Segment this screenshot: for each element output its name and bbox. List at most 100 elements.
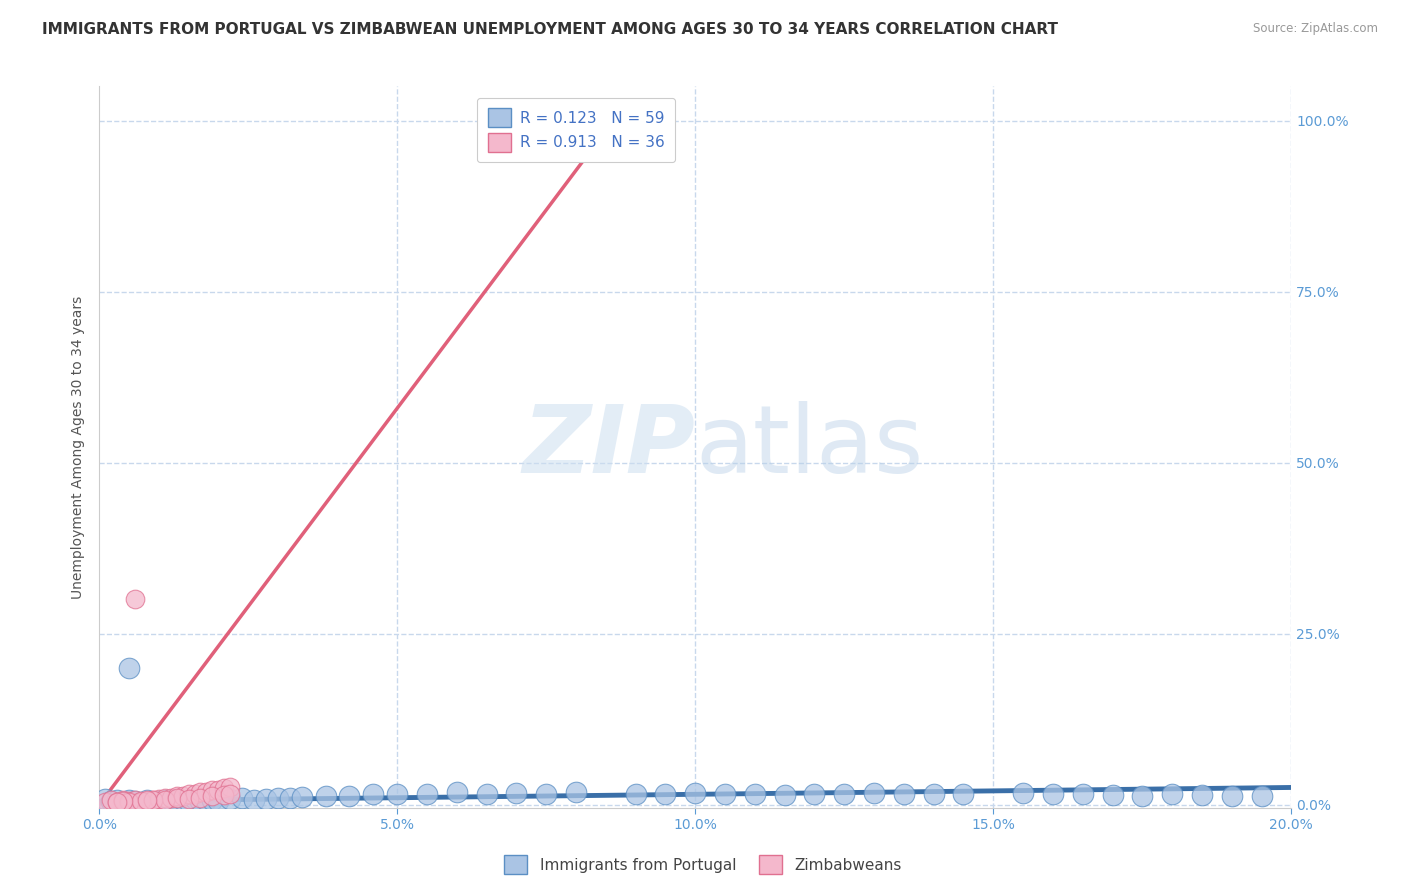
Point [166,791,188,805]
Point [190,794,212,808]
Point [124,794,146,808]
Point [231,791,253,805]
Y-axis label: Unemployment Among Ages 30 to 34 years: Unemployment Among Ages 30 to 34 years [72,295,86,599]
Point [190,790,212,805]
Point [534,787,557,801]
Point [172,789,194,803]
Point [1191,788,1213,802]
Point [111,793,134,807]
Point [94,792,117,806]
Point [446,785,468,799]
Point [153,791,176,805]
Point [201,783,224,797]
Point [1250,789,1272,804]
Point [654,787,676,801]
Point [190,785,212,799]
Point [177,795,200,809]
Point [135,793,157,807]
Point [624,787,647,801]
Point [214,781,236,796]
Point [254,792,277,806]
Point [118,795,141,809]
Point [118,793,141,807]
Point [416,787,439,801]
Text: ZIP: ZIP [523,401,695,493]
Point [201,789,224,804]
Point [1220,789,1243,803]
Point [183,787,205,801]
Point [195,784,218,798]
Point [1130,789,1153,803]
Point [105,793,128,807]
Legend: R = 0.123   N = 59, R = 0.913   N = 36: R = 0.123 N = 59, R = 0.913 N = 36 [477,97,675,162]
Point [100,794,122,808]
Point [111,794,134,808]
Point [105,795,128,809]
Point [1101,788,1123,802]
Point [952,787,974,801]
Point [124,592,146,607]
Point [111,795,134,809]
Point [219,792,242,806]
Point [129,795,152,809]
Point [863,786,886,800]
Point [142,793,165,807]
Text: IMMIGRANTS FROM PORTUGAL VS ZIMBABWEAN UNEMPLOYMENT AMONG AGES 30 TO 34 YEARS CO: IMMIGRANTS FROM PORTUGAL VS ZIMBABWEAN U… [42,22,1059,37]
Point [148,792,170,806]
Point [129,795,152,809]
Point [142,795,165,809]
Point [565,785,588,799]
Point [124,793,146,807]
Point [267,790,290,805]
Point [142,793,165,807]
Point [1161,787,1184,801]
Point [201,793,224,807]
Point [475,787,498,801]
Legend: Immigrants from Portugal, Zimbabweans: Immigrants from Portugal, Zimbabweans [498,849,908,880]
Point [363,787,385,801]
Text: atlas: atlas [695,401,924,493]
Point [118,794,141,808]
Point [166,789,188,804]
Point [153,793,176,807]
Point [94,795,117,809]
Point [105,795,128,809]
Point [148,794,170,808]
Point [100,793,122,807]
Point [159,793,181,807]
Point [278,791,301,805]
Point [291,790,314,805]
Point [1012,786,1035,800]
Point [153,793,176,807]
Point [214,788,236,802]
Point [893,787,915,801]
Point [177,792,200,806]
Point [159,790,181,805]
Point [505,786,527,800]
Point [195,793,218,807]
Point [243,793,266,807]
Text: Source: ZipAtlas.com: Source: ZipAtlas.com [1253,22,1378,36]
Point [832,787,855,801]
Point [1042,787,1064,801]
Point [803,787,825,801]
Point [315,789,337,804]
Point [207,782,229,797]
Point [385,787,408,801]
Point [773,788,796,802]
Point [183,792,205,806]
Point [207,794,229,808]
Point [118,661,141,675]
Point [1071,787,1094,801]
Point [339,789,361,803]
Point [177,787,200,801]
Point [219,787,242,801]
Point [744,787,766,801]
Point [219,780,242,794]
Point [172,793,194,807]
Point [135,794,157,808]
Point [129,794,152,808]
Point [714,787,737,801]
Point [922,787,945,801]
Point [166,794,188,808]
